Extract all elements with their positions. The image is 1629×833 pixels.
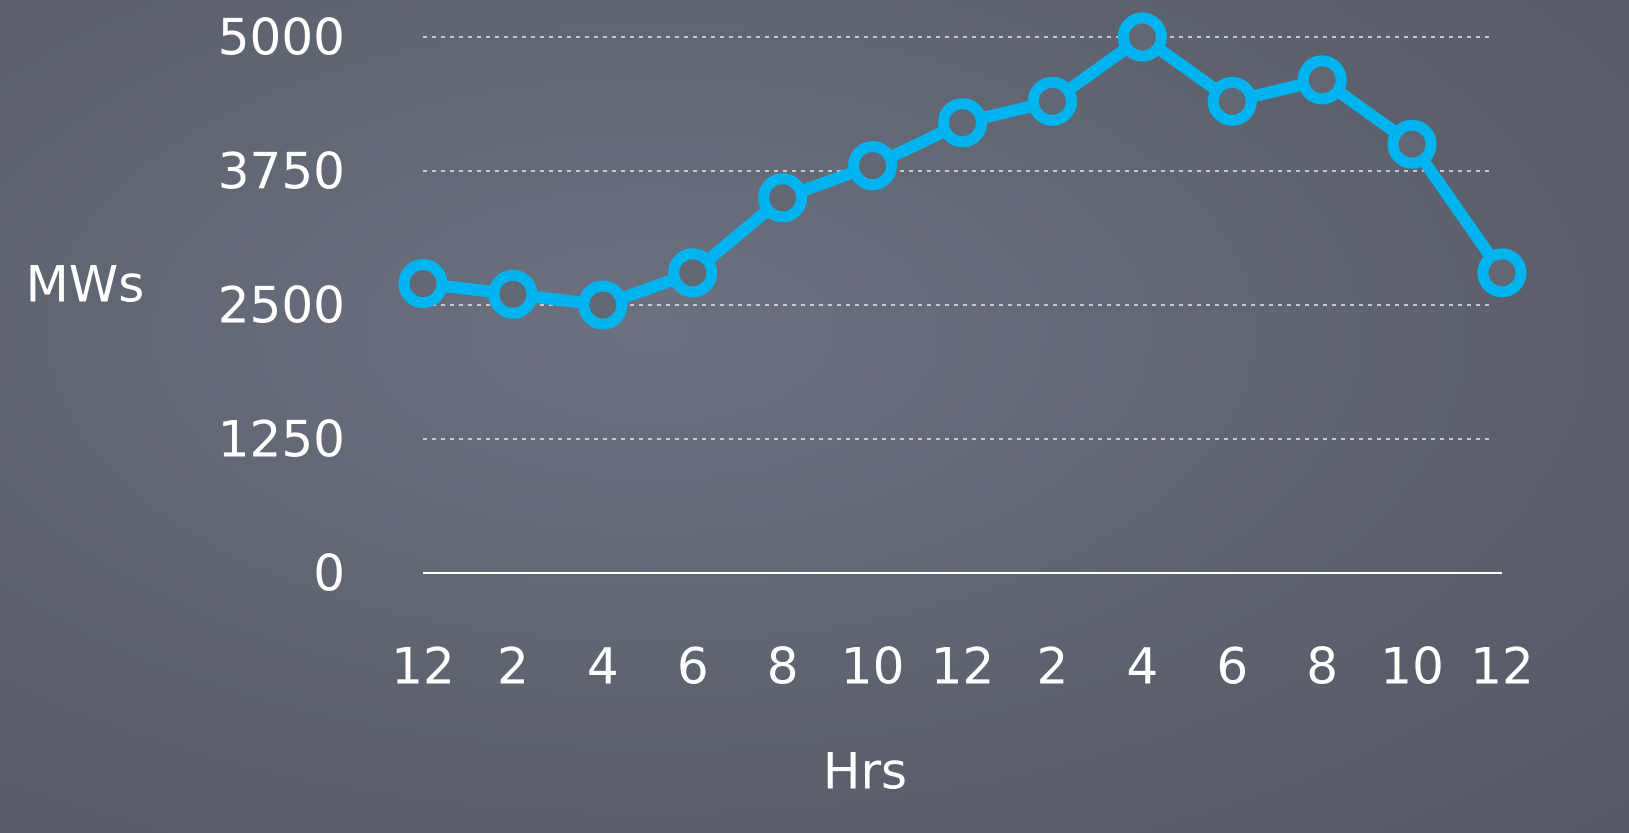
x-tick-label: 12 <box>391 638 455 696</box>
x-axis-label: Hrs <box>823 743 907 801</box>
point-marker <box>668 248 718 298</box>
x-tick-label: 4 <box>587 638 619 696</box>
point-marker <box>1207 76 1257 126</box>
x-tick-label: 4 <box>1126 638 1158 696</box>
point-marker <box>578 280 628 330</box>
point-marker <box>488 269 538 319</box>
point-marker <box>1027 76 1077 126</box>
point-marker <box>398 259 448 309</box>
point-marker <box>1387 119 1437 169</box>
point-marker <box>848 141 898 191</box>
x-tick-label: 2 <box>497 638 529 696</box>
point-marker <box>1117 12 1167 62</box>
y-tick-label: 0 <box>313 545 345 603</box>
point-marker <box>938 98 987 148</box>
x-tick-label: 10 <box>841 638 905 696</box>
x-tick-label: 12 <box>931 638 995 696</box>
point-marker <box>1477 248 1527 298</box>
x-tick-label: 6 <box>1216 638 1248 696</box>
point-marker <box>758 173 808 223</box>
x-tick-label: 6 <box>677 638 709 696</box>
y-tick-label: 5000 <box>218 9 345 67</box>
y-tick-label: 3750 <box>218 143 345 201</box>
x-tick-label: 8 <box>1306 638 1338 696</box>
x-tick-label: 12 <box>1470 638 1534 696</box>
x-tick-label: 10 <box>1380 638 1444 696</box>
x-tick-label: 8 <box>767 638 799 696</box>
point-marker <box>1297 55 1347 105</box>
y-tick-label: 1250 <box>218 411 345 469</box>
x-tick-label: 2 <box>1037 638 1069 696</box>
y-tick-label: 2500 <box>218 277 345 335</box>
y-axis-label: MWs <box>26 256 145 314</box>
